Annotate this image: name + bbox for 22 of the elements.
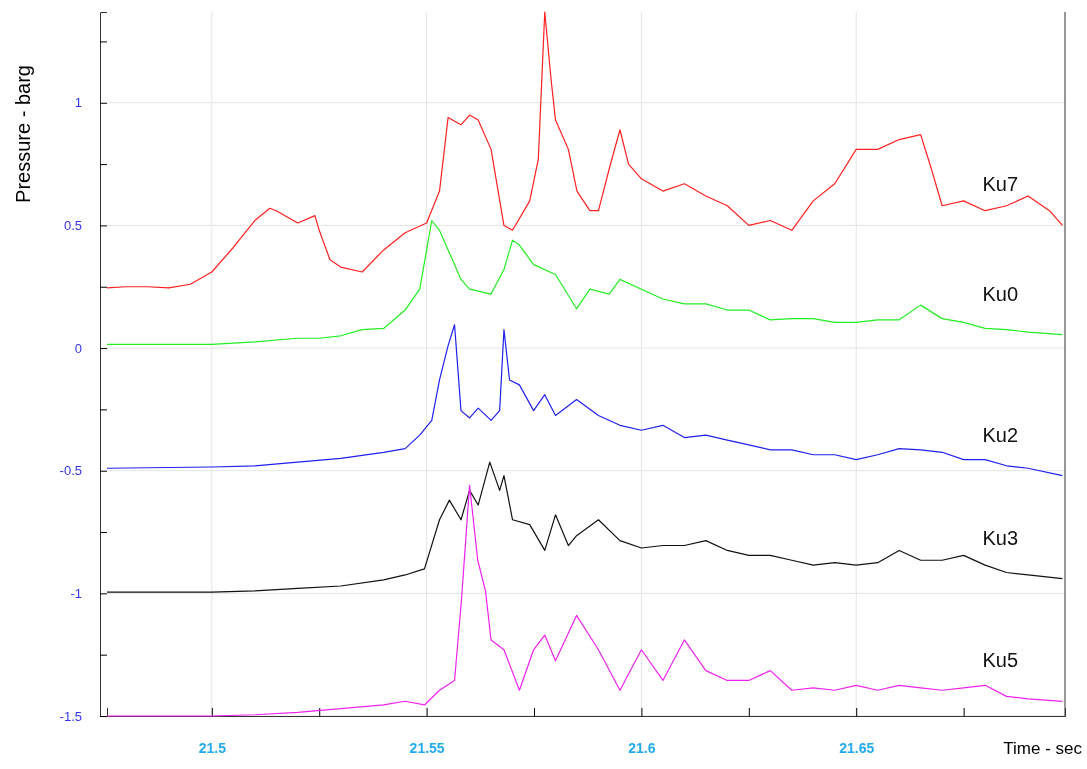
series-label: Ku5 — [982, 649, 1019, 672]
x-tick-label: 21.5 — [198, 739, 227, 756]
y-tick-label: 0.5 — [63, 218, 82, 234]
line-series — [106, 461, 1064, 593]
y-tick-label: -0.5 — [59, 463, 82, 479]
series-label: Ku0 — [982, 282, 1019, 305]
y-axis-title: Pressure - barg — [12, 65, 34, 203]
line-series — [106, 324, 1064, 477]
y-tick-label: -1 — [70, 586, 82, 602]
line-series — [106, 484, 1064, 717]
x-tick-label: 21.65 — [839, 739, 875, 756]
y-tick-label: 1 — [74, 95, 82, 111]
series-label: Ku2 — [982, 423, 1019, 446]
x-tick-label: 21.55 — [409, 739, 445, 756]
line-series — [106, 11, 1064, 289]
line-series — [106, 219, 1064, 345]
series-label: Ku3 — [982, 526, 1019, 549]
y-tick-label: 0 — [74, 340, 82, 356]
y-tick-label: -1.5 — [59, 708, 82, 724]
series-label: Ku7 — [982, 173, 1019, 196]
x-tick-label: 21.6 — [628, 739, 656, 756]
x-axis-title: Time - sec — [1003, 739, 1083, 758]
